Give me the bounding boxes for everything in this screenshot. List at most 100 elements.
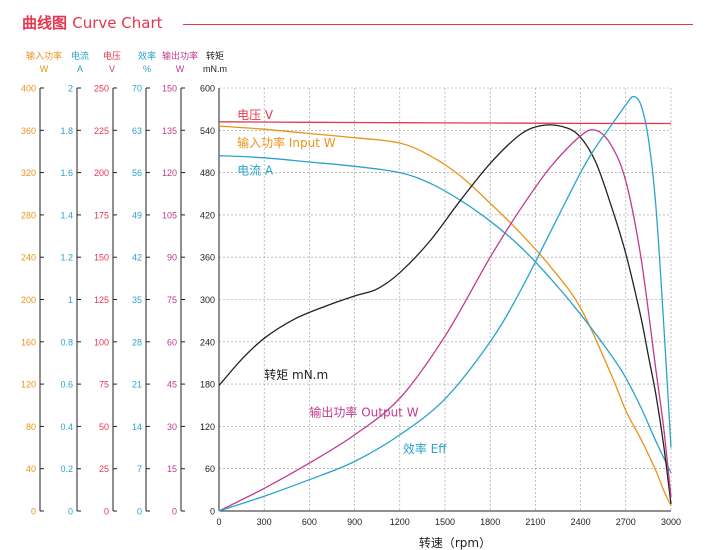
x-tick-label: 3000: [661, 517, 681, 527]
axis-tick-label-efficiency: 56: [132, 168, 142, 178]
title-rule: [183, 24, 693, 25]
axis-tick-label-output_power: 150: [162, 84, 177, 94]
axis-unit-output_power: W: [176, 64, 185, 74]
axis-tick-label-input_power: 40: [26, 464, 36, 474]
axis-tick-label-torque: 180: [200, 380, 215, 390]
chart-title: 曲线图 Curve Chart: [22, 12, 163, 33]
axis-tick-label-efficiency: 28: [132, 337, 142, 347]
x-tick-label: 2700: [616, 517, 636, 527]
axis-tick-label-current: 2: [68, 84, 73, 94]
axis-tick-label-torque: 360: [200, 253, 215, 263]
axis-tick-label-torque: 0: [210, 507, 215, 517]
axis-tick-label-torque: 420: [200, 210, 215, 220]
axis-tick-label-torque: 120: [200, 422, 215, 432]
x-tick-label: 300: [257, 517, 272, 527]
axis-tick-label-voltage: 225: [94, 126, 109, 136]
axis-unit-input_power: W: [40, 64, 49, 74]
axis-tick-label-voltage: 50: [99, 422, 109, 432]
axis-tick-label-output_power: 15: [167, 464, 177, 474]
axis-tick-label-efficiency: 70: [132, 84, 142, 94]
axis-tick-label-voltage: 75: [99, 380, 109, 390]
axis-tick-label-efficiency: 7: [137, 464, 142, 474]
axis-tick-label-voltage: 25: [99, 464, 109, 474]
x-axis-title: 转速（rpm）: [419, 535, 491, 550]
axis-tick-label-input_power: 240: [21, 253, 36, 263]
axis-tick-label-output_power: 135: [162, 126, 177, 136]
chart-title-cn: 曲线图: [22, 14, 68, 32]
axis-header-torque: 转矩: [206, 50, 224, 62]
torque-line: [218, 124, 672, 504]
axis-tick-label-current: 1: [68, 295, 73, 305]
x-tick-label: 0: [216, 517, 221, 527]
axis-tick-label-voltage: 200: [94, 168, 109, 178]
axis-tick-label-voltage: 250: [94, 84, 109, 94]
axis-tick-label-current: 1.4: [60, 210, 73, 220]
axis-tick-label-efficiency: 14: [132, 422, 142, 432]
axis-tick-label-current: 1.8: [60, 126, 73, 136]
input-power-line: [218, 125, 672, 506]
series-label: 输出功率 Output W: [309, 404, 418, 419]
axis-tick-label-current: 0.6: [60, 380, 73, 390]
axis-tick-label-input_power: 360: [21, 126, 36, 136]
x-tick-label: 900: [347, 517, 362, 527]
axis-tick-label-voltage: 175: [94, 210, 109, 220]
series-label: 效率 Eff: [403, 441, 447, 456]
efficiency-line: [218, 95, 672, 512]
axis-tick-label-current: 0: [68, 507, 73, 517]
axis-tick-label-input_power: 320: [21, 168, 36, 178]
axis-tick-label-current: 0.8: [60, 337, 73, 347]
axis-header-efficiency: 效率: [138, 50, 156, 62]
axis-tick-label-current: 1.2: [60, 253, 73, 263]
x-tick-label: 1500: [435, 517, 455, 527]
output-power-line: [218, 129, 672, 512]
axis-header-output_power: 输出功率: [162, 50, 198, 62]
x-tick-label: 1800: [480, 517, 500, 527]
axis-header-voltage: 电压: [103, 50, 121, 62]
axis-tick-label-efficiency: 21: [132, 380, 142, 390]
axis-tick-label-output_power: 0: [172, 507, 177, 517]
axis-tick-label-efficiency: 49: [132, 210, 142, 220]
axis-unit-current: A: [77, 64, 83, 74]
series-label: 电压 V: [237, 108, 274, 122]
axis-tick-label-output_power: 105: [162, 210, 177, 220]
axis-tick-label-voltage: 125: [94, 295, 109, 305]
axis-tick-label-voltage: 150: [94, 253, 109, 263]
axis-tick-label-current: 0.4: [60, 422, 73, 432]
axis-tick-label-current: 1.6: [60, 168, 73, 178]
axis-tick-label-current: 0.2: [60, 464, 73, 474]
series-label: 电流 A: [237, 163, 274, 177]
series-label: 转矩 mN.m: [264, 367, 328, 382]
chart-title-en: Curve Chart: [72, 14, 163, 32]
axis-tick-label-efficiency: 63: [132, 126, 142, 136]
axis-header-input_power: 输入功率: [26, 50, 62, 62]
axis-unit-voltage: V: [109, 64, 115, 74]
axis-tick-label-torque: 60: [205, 464, 215, 474]
axis-tick-label-input_power: 0: [31, 507, 36, 517]
axis-header-current: 电流: [71, 50, 89, 62]
axis-tick-label-output_power: 90: [167, 253, 177, 263]
voltage-line: [218, 121, 672, 125]
axis-tick-label-input_power: 160: [21, 337, 36, 347]
axis-tick-label-output_power: 45: [167, 380, 177, 390]
x-tick-label: 2100: [525, 517, 545, 527]
axis-tick-label-voltage: 0: [104, 507, 109, 517]
axis-tick-label-output_power: 60: [167, 337, 177, 347]
axis-tick-label-input_power: 200: [21, 295, 36, 305]
x-tick-label: 600: [302, 517, 317, 527]
axis-tick-label-torque: 540: [200, 126, 215, 136]
axis-unit-torque: mN.m: [203, 64, 227, 74]
axis-tick-label-efficiency: 35: [132, 295, 142, 305]
axis-tick-label-voltage: 100: [94, 337, 109, 347]
axis-tick-label-efficiency: 42: [132, 253, 142, 263]
axis-tick-label-input_power: 80: [26, 422, 36, 432]
series-label: 输入功率 Input W: [237, 135, 336, 150]
axis-unit-efficiency: %: [143, 64, 151, 74]
axis-tick-label-torque: 300: [200, 295, 215, 305]
axis-tick-label-output_power: 120: [162, 168, 177, 178]
x-tick-label: 1200: [390, 517, 410, 527]
axis-tick-label-output_power: 30: [167, 422, 177, 432]
axis-tick-label-input_power: 280: [21, 210, 36, 220]
x-tick-label: 2400: [571, 517, 591, 527]
axis-tick-label-torque: 600: [200, 84, 215, 94]
axis-tick-label-input_power: 400: [21, 84, 36, 94]
